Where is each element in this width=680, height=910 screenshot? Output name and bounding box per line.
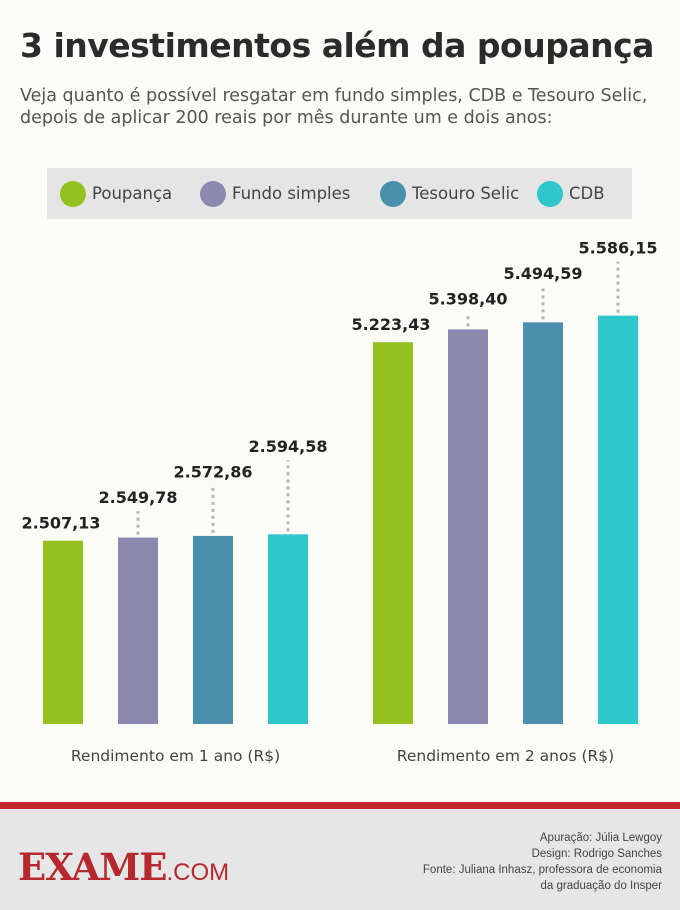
legend-item-poupanca: Poupança: [60, 180, 173, 207]
legend: Poupança Fundo simples Tesouro Selic CDB: [47, 168, 632, 219]
legend-swatch: [537, 180, 563, 207]
bar: [598, 315, 638, 724]
data-label: 2.594,58: [249, 437, 328, 456]
credit-line: Fonte: Juliana Inhasz, professora de eco…: [422, 864, 662, 876]
legend-swatch: [60, 180, 86, 207]
data-label: 2.572,86: [174, 463, 253, 482]
bar: [448, 329, 488, 724]
legend-label: Poupança: [92, 184, 173, 203]
exame-logo: EXAME.COM: [18, 845, 230, 889]
legend-item-cdb: CDB: [537, 180, 605, 207]
legend-swatch: [380, 180, 406, 207]
legend-label: Fundo simples: [232, 184, 351, 203]
legend-item-fundo: Fundo simples: [200, 180, 351, 207]
legend-swatch: [200, 180, 226, 207]
data-label: 5.398,40: [429, 290, 508, 309]
divider: [0, 802, 680, 809]
credit-line: da graduação do Insper: [540, 880, 662, 892]
legend-label: Tesouro Selic: [412, 184, 520, 203]
footer: EXAME.COM Apuração: Júlia Lewgoy Design:…: [0, 810, 680, 910]
bar: [373, 342, 413, 724]
data-label: 5.223,43: [352, 315, 431, 334]
credits: Apuração: Júlia Lewgoy Design: Rodrigo S…: [423, 830, 662, 894]
data-label: 5.494,59: [504, 264, 583, 283]
bar: [268, 534, 308, 724]
bar-chart: 2.507,13 2.549,78 2.572,86 2.594,58 Rendimen…: [22, 239, 658, 765]
data-label: 5.586,15: [579, 239, 658, 258]
data-label: 2.507,13: [22, 514, 101, 533]
bar: [523, 322, 563, 724]
category-label: Rendimento em 1 ano (R$): [71, 747, 280, 765]
legend-label: CDB: [569, 184, 605, 203]
chart-title: 3 investimentos além da poupança: [20, 26, 654, 65]
legend-item-tesouro: Tesouro Selic: [380, 180, 520, 207]
credit-line: Design: Rodrigo Sanches: [531, 848, 662, 860]
chart-subtitle: Veja quanto é possível resgatar em fundo…: [20, 86, 648, 128]
category-label: Rendimento em 2 anos (R$): [397, 747, 614, 765]
bar: [118, 537, 158, 724]
credit-line: Apuração: Júlia Lewgoy: [539, 832, 662, 844]
data-label: 2.549,78: [99, 488, 178, 507]
bar: [193, 535, 233, 724]
bar: [43, 540, 83, 724]
